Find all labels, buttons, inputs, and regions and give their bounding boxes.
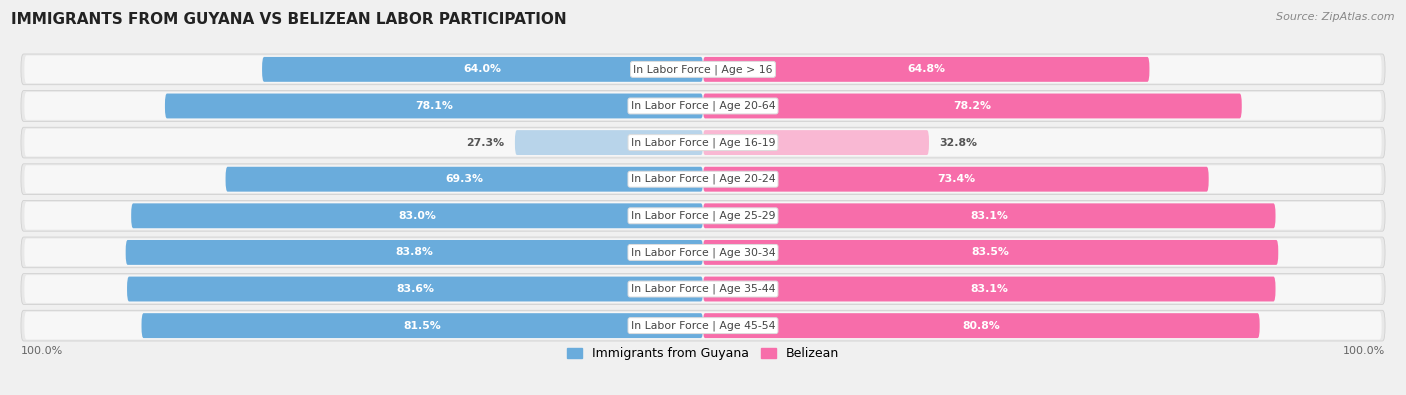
Text: IMMIGRANTS FROM GUYANA VS BELIZEAN LABOR PARTICIPATION: IMMIGRANTS FROM GUYANA VS BELIZEAN LABOR… bbox=[11, 12, 567, 27]
Text: Source: ZipAtlas.com: Source: ZipAtlas.com bbox=[1277, 12, 1395, 22]
FancyBboxPatch shape bbox=[225, 167, 703, 192]
Text: In Labor Force | Age 30-34: In Labor Force | Age 30-34 bbox=[631, 247, 775, 258]
Text: 64.0%: 64.0% bbox=[464, 64, 502, 74]
Text: 80.8%: 80.8% bbox=[963, 321, 1000, 331]
Text: In Labor Force | Age 45-54: In Labor Force | Age 45-54 bbox=[631, 320, 775, 331]
FancyBboxPatch shape bbox=[21, 164, 1385, 195]
Text: 69.3%: 69.3% bbox=[446, 174, 484, 184]
Text: 32.8%: 32.8% bbox=[939, 137, 977, 148]
FancyBboxPatch shape bbox=[21, 200, 1385, 231]
FancyBboxPatch shape bbox=[515, 130, 703, 155]
Text: 83.1%: 83.1% bbox=[970, 284, 1008, 294]
FancyBboxPatch shape bbox=[24, 202, 1382, 230]
Text: In Labor Force | Age 16-19: In Labor Force | Age 16-19 bbox=[631, 137, 775, 148]
FancyBboxPatch shape bbox=[21, 54, 1385, 85]
Text: 100.0%: 100.0% bbox=[1343, 346, 1385, 356]
FancyBboxPatch shape bbox=[703, 240, 1278, 265]
FancyBboxPatch shape bbox=[21, 237, 1385, 268]
FancyBboxPatch shape bbox=[703, 203, 1275, 228]
Text: 81.5%: 81.5% bbox=[404, 321, 441, 331]
Text: In Labor Force | Age 35-44: In Labor Force | Age 35-44 bbox=[631, 284, 775, 294]
Text: 78.2%: 78.2% bbox=[953, 101, 991, 111]
FancyBboxPatch shape bbox=[262, 57, 703, 82]
FancyBboxPatch shape bbox=[21, 127, 1385, 158]
Text: 83.5%: 83.5% bbox=[972, 247, 1010, 258]
Text: 83.0%: 83.0% bbox=[398, 211, 436, 221]
FancyBboxPatch shape bbox=[125, 240, 703, 265]
Text: 64.8%: 64.8% bbox=[907, 64, 945, 74]
FancyBboxPatch shape bbox=[24, 275, 1382, 303]
Text: 83.1%: 83.1% bbox=[970, 211, 1008, 221]
Text: 83.8%: 83.8% bbox=[395, 247, 433, 258]
FancyBboxPatch shape bbox=[21, 274, 1385, 305]
FancyBboxPatch shape bbox=[703, 57, 1150, 82]
FancyBboxPatch shape bbox=[24, 92, 1382, 120]
FancyBboxPatch shape bbox=[703, 94, 1241, 118]
Text: 27.3%: 27.3% bbox=[467, 137, 505, 148]
FancyBboxPatch shape bbox=[24, 165, 1382, 193]
Text: 73.4%: 73.4% bbox=[936, 174, 974, 184]
Text: 78.1%: 78.1% bbox=[415, 101, 453, 111]
Text: In Labor Force | Age 20-24: In Labor Force | Age 20-24 bbox=[631, 174, 775, 184]
FancyBboxPatch shape bbox=[21, 90, 1385, 121]
Text: 83.6%: 83.6% bbox=[396, 284, 434, 294]
FancyBboxPatch shape bbox=[24, 129, 1382, 156]
Text: In Labor Force | Age > 16: In Labor Force | Age > 16 bbox=[633, 64, 773, 75]
FancyBboxPatch shape bbox=[24, 239, 1382, 266]
FancyBboxPatch shape bbox=[703, 313, 1260, 338]
Text: In Labor Force | Age 25-29: In Labor Force | Age 25-29 bbox=[631, 211, 775, 221]
FancyBboxPatch shape bbox=[131, 203, 703, 228]
FancyBboxPatch shape bbox=[703, 167, 1209, 192]
FancyBboxPatch shape bbox=[127, 276, 703, 301]
FancyBboxPatch shape bbox=[703, 130, 929, 155]
FancyBboxPatch shape bbox=[24, 55, 1382, 83]
Legend: Immigrants from Guyana, Belizean: Immigrants from Guyana, Belizean bbox=[561, 342, 845, 365]
FancyBboxPatch shape bbox=[165, 94, 703, 118]
FancyBboxPatch shape bbox=[142, 313, 703, 338]
FancyBboxPatch shape bbox=[24, 312, 1382, 340]
FancyBboxPatch shape bbox=[703, 276, 1275, 301]
Text: In Labor Force | Age 20-64: In Labor Force | Age 20-64 bbox=[631, 101, 775, 111]
FancyBboxPatch shape bbox=[21, 310, 1385, 341]
Text: 100.0%: 100.0% bbox=[21, 346, 63, 356]
